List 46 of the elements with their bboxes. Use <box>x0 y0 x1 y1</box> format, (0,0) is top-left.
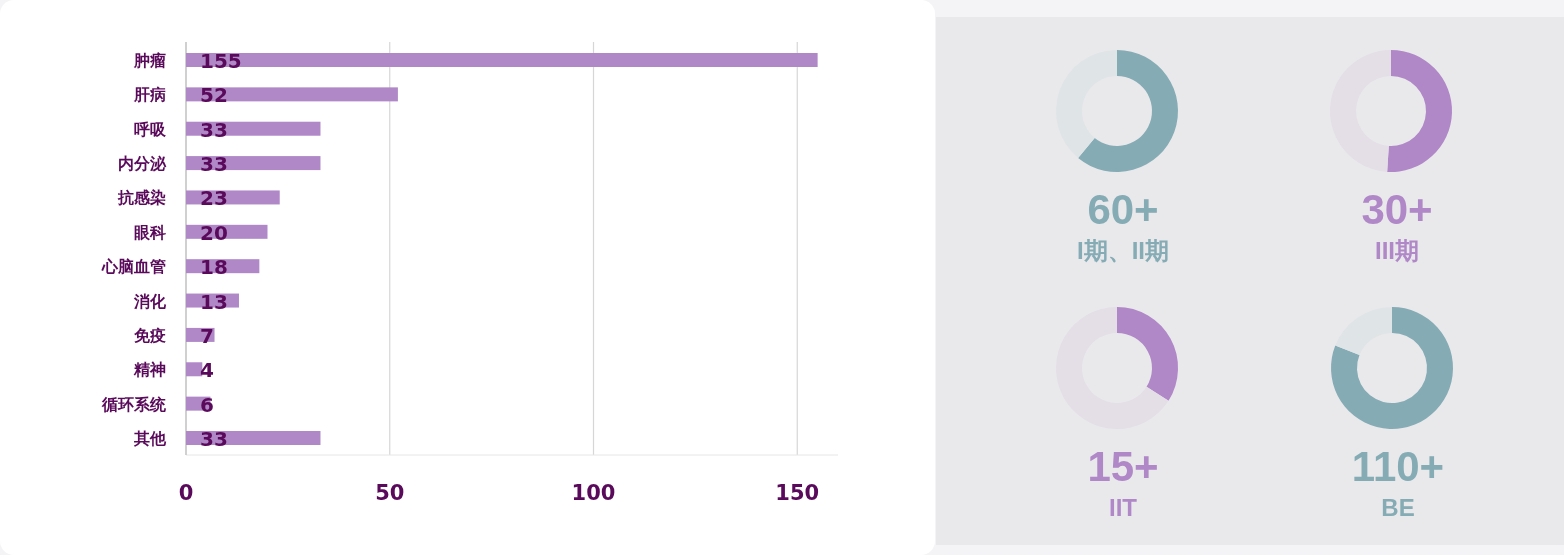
donut-slice <box>1056 50 1117 158</box>
y-tick-label: 消化 <box>133 291 167 311</box>
y-tick-label: 精神 <box>133 360 166 380</box>
data-label: 33 <box>200 427 228 451</box>
bar <box>186 87 398 102</box>
data-label: 33 <box>200 152 228 177</box>
bar <box>186 53 818 67</box>
y-tick-label: 眼科 <box>134 222 166 242</box>
y-tick-label: 免疫 <box>133 325 166 345</box>
donut-slice <box>1117 307 1178 401</box>
data-label: 20 <box>200 220 228 245</box>
y-tick-label: 其他 <box>133 429 167 448</box>
data-label: 7 <box>200 323 214 348</box>
y-tick-label: 肿瘤 <box>133 51 166 70</box>
data-label: 4 <box>200 358 214 383</box>
text: 30+ <box>1361 186 1433 233</box>
donut-slice <box>1331 307 1453 429</box>
donut-slice <box>1335 307 1392 356</box>
data-label: 33 <box>200 117 228 142</box>
y-tick-label: 内分泌 <box>118 154 167 174</box>
text: 110+ <box>1351 443 1445 490</box>
data-label: 23 <box>200 186 228 211</box>
y-tick-label: 肝病 <box>133 85 166 105</box>
text: IIT <box>1109 494 1138 521</box>
donut-slice <box>1078 50 1178 172</box>
x-tick-label: 150 <box>775 481 820 505</box>
data-label: 13 <box>200 289 228 314</box>
y-tick-label: 心脑血管 <box>101 257 166 277</box>
data-label: 18 <box>200 255 228 280</box>
donut-slice <box>1387 50 1452 172</box>
text: I期、II期 <box>1076 237 1170 264</box>
donut-slice <box>1330 50 1391 172</box>
x-tick-label: 50 <box>375 481 405 505</box>
x-tick-label: 0 <box>178 481 194 505</box>
text: 60+ <box>1087 186 1159 233</box>
x-tick-label: 100 <box>571 481 616 505</box>
y-tick-label: 循环系统 <box>101 394 167 414</box>
y-tick-label: 抗感染 <box>117 188 166 208</box>
text: BE <box>1381 494 1415 521</box>
text: 15+ <box>1087 443 1159 490</box>
bar <box>186 362 203 377</box>
y-tick-label: 呼吸 <box>134 119 167 139</box>
data-label: 52 <box>200 83 228 108</box>
donut-slice <box>1056 307 1169 429</box>
data-label: 155 <box>200 49 242 73</box>
text: III期 <box>1374 237 1420 264</box>
